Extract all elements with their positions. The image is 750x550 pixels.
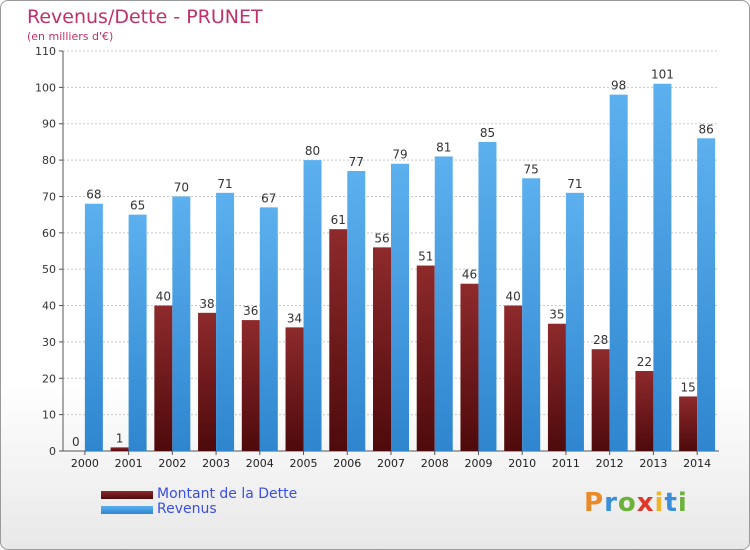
data-label: 35 [549,308,564,322]
y-tick-label: 100 [35,81,56,94]
bar-revenus [697,138,716,452]
bar-dette [373,247,391,451]
x-tick-label: 2009 [464,457,492,470]
data-label: 34 [287,311,302,325]
data-label: 98 [611,79,626,93]
data-label: 46 [462,268,477,282]
data-label: 80 [305,144,320,158]
data-label: 51 [418,250,433,264]
x-tick-label: 2000 [71,457,99,470]
x-tick-label: 2012 [596,457,624,470]
y-tick-label: 30 [42,336,56,349]
bar-dette [591,349,610,451]
data-label: 81 [436,140,451,154]
x-tick-label: 2003 [202,457,230,470]
x-tick-label: 2008 [421,457,449,470]
x-tick-label: 2013 [639,457,667,470]
bar-dette [154,305,173,451]
bar-dette [329,229,348,451]
data-label: 75 [524,162,539,176]
bar-revenus [303,160,322,451]
bar-dette [416,265,435,451]
x-tick-label: 2005 [290,457,318,470]
data-label: 15 [680,380,695,394]
x-tick-label: 2006 [333,457,361,470]
bars [84,83,716,452]
legend-swatch-dette [101,491,153,499]
bar-dette [241,320,260,451]
bar-revenus [653,83,672,452]
bar-revenus [565,192,584,451]
proxiti-logo: Proxiti [584,488,688,518]
x-tick-label: 2004 [246,457,274,470]
y-tick-label: 20 [42,372,56,385]
data-label: 1 [116,431,124,445]
bar-dette [679,396,698,451]
data-label: 85 [480,126,495,140]
data-label: 56 [374,231,389,245]
data-label: 36 [243,304,258,318]
y-tick-label: 60 [42,227,56,240]
bar-revenus [434,156,453,452]
chart-title: Revenus/Dette - PRUNET [27,6,263,28]
data-label: 101 [651,68,674,82]
data-label: 68 [86,188,101,202]
x-tick-label: 2002 [158,457,186,470]
data-label: 70 [174,180,189,194]
legend-label-revenus: Revenus [157,501,217,517]
y-tick-label: 0 [49,445,56,458]
data-label: 61 [331,213,346,227]
chart-subtitle: (en milliers d'€) [27,30,114,43]
bar-dette [460,283,479,451]
y-tick-label: 110 [35,45,56,58]
legend-label-dette: Montant de la Dette [157,486,298,502]
y-tick-label: 90 [42,118,56,131]
x-tick-label: 2007 [377,457,405,470]
bar-dette [198,312,217,451]
y-tick-label: 40 [42,300,56,313]
bar-revenus [347,171,366,451]
y-tick-label: 10 [42,409,56,422]
data-label: 38 [199,297,214,311]
bar-revenus [172,196,191,451]
data-label: 0 [72,435,80,449]
bar-revenus [84,203,103,451]
bar-dette [547,323,566,451]
data-label: 40 [156,290,171,304]
data-label: 40 [506,290,521,304]
bar-revenus [478,141,497,451]
legend-swatch-revenus [101,506,153,514]
data-label: 71 [567,177,582,191]
bar-revenus [259,207,278,451]
bar-revenus [522,178,541,452]
x-tick-label: 2014 [683,457,711,470]
x-tick-label: 2001 [115,457,143,470]
data-label: 22 [637,355,652,369]
bar-dette [635,371,654,451]
x-tick-label: 2010 [508,457,536,470]
data-label: 71 [217,177,232,191]
data-label: 79 [392,148,407,162]
data-label: 67 [261,191,276,205]
labels: 0 10 20 30 40 50 60 70 80 90 100 110 0 68 2000 1 65 2001 4… [35,45,714,470]
x-tick-label: 2011 [552,457,580,470]
data-label: 28 [593,333,608,347]
bar-dette [285,327,304,451]
bar-dette [504,305,523,451]
data-label: 86 [698,122,713,136]
bar-revenus [391,163,409,451]
y-tick-label: 50 [42,263,56,276]
bar-dette [110,447,129,451]
data-label: 77 [349,155,364,169]
y-tick-label: 70 [42,190,56,203]
bar-revenus [216,192,235,451]
bar-revenus [609,94,628,452]
bar-revenus [128,214,147,451]
y-tick-label: 80 [42,154,56,167]
data-label: 65 [130,199,145,213]
